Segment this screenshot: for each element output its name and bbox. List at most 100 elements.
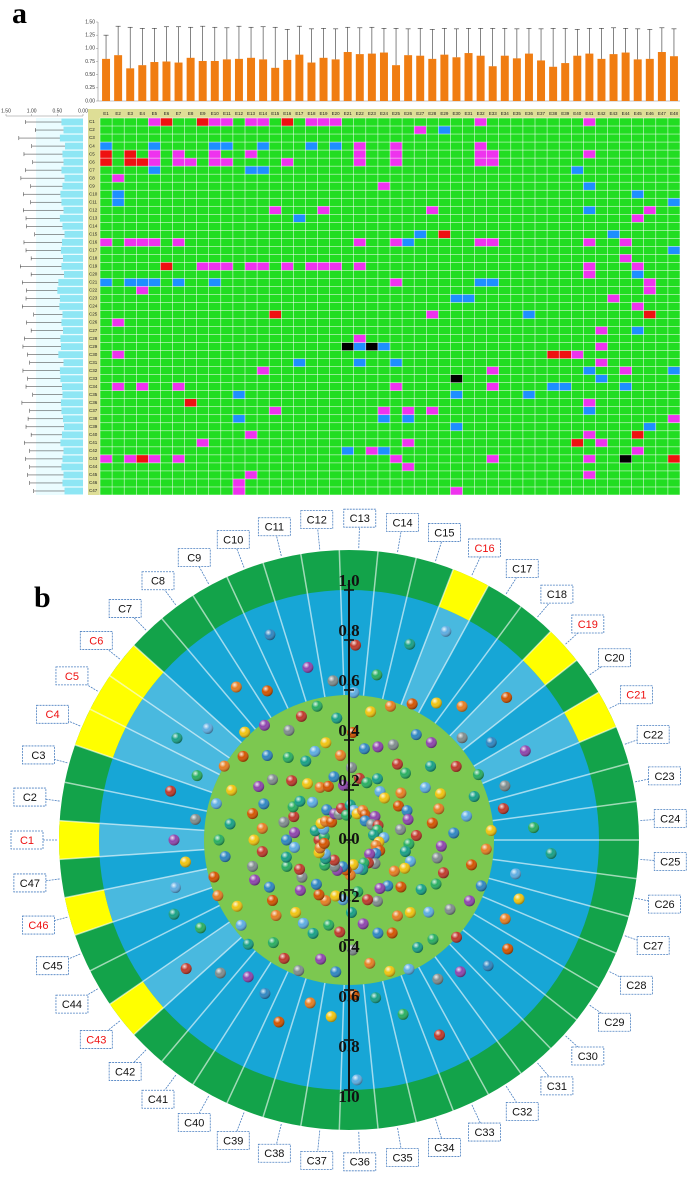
sector-divider (400, 975, 454, 1111)
bar (186, 57, 195, 101)
sector-label: C38 (264, 1148, 284, 1160)
sphere-shine (278, 816, 290, 828)
heatmap-cell (571, 166, 584, 175)
heatmap-cell (148, 238, 161, 247)
sphere-shine (242, 971, 254, 983)
sphere-shine (399, 845, 411, 857)
heatmap-cell (474, 150, 487, 159)
bar (404, 55, 413, 101)
row-label: C4 (89, 143, 95, 148)
bar (63, 126, 83, 134)
sphere-shine (294, 795, 306, 807)
heatmap-cell (269, 406, 282, 415)
bar (61, 118, 83, 126)
heatmap-cell (583, 366, 596, 375)
sphere-shine (171, 732, 183, 744)
sphere-shine (463, 895, 475, 907)
heatmap-cell (232, 486, 245, 495)
column-label: E16 (283, 111, 292, 116)
column-label: E24 (380, 111, 389, 116)
heatmap-cell (196, 438, 209, 447)
sphere-shine (399, 862, 411, 874)
row-label: C36 (89, 400, 98, 405)
heatmap-cell (136, 238, 149, 247)
bar (222, 59, 231, 101)
label-box (343, 508, 377, 528)
heatmap-cell (402, 414, 415, 423)
heatmap-cell (377, 414, 390, 423)
sphere-shine (451, 931, 463, 943)
row-label: C45 (89, 472, 98, 477)
heatmap-cell (619, 238, 632, 247)
sphere-shine (386, 927, 398, 939)
sphere-shine (214, 967, 226, 979)
column-label: E26 (404, 111, 413, 116)
heatmap-cell (172, 454, 185, 463)
sphere-shine (423, 906, 435, 918)
sphere-shine (430, 697, 442, 709)
bar (234, 58, 243, 101)
sphere-shine (288, 811, 300, 823)
sector-divider (462, 659, 578, 751)
heatmap-cell (595, 358, 608, 367)
sector-label: C33 (474, 1127, 494, 1139)
highlight-segment (109, 981, 164, 1035)
heatmap-cell (136, 454, 149, 463)
sphere-shine (180, 963, 192, 975)
bar (60, 399, 83, 407)
heatmap-cell (232, 478, 245, 487)
sector-label: C14 (392, 517, 412, 529)
sphere-shine (249, 874, 261, 886)
heatmap-cell (643, 422, 656, 431)
sphere-shine (309, 745, 321, 757)
bar (355, 54, 364, 101)
heatmap-cell (474, 142, 487, 151)
heatmap-cell (353, 158, 366, 167)
sector-label: C20 (604, 653, 624, 665)
sector-divider (89, 904, 220, 972)
sphere-shine (280, 851, 292, 863)
sphere-shine (499, 780, 511, 792)
heatmap-cell (353, 262, 366, 271)
row-label: C17 (89, 248, 98, 253)
column-label: E9 (200, 111, 206, 116)
sphere-shine (169, 882, 181, 894)
heatmap-cell (486, 454, 499, 463)
heatmap-cell (148, 150, 161, 159)
heatmap-cell (377, 446, 390, 455)
sphere-shine (384, 965, 396, 977)
heatmap-cell (317, 118, 330, 127)
sphere-shine (314, 781, 326, 793)
sector-label: C2 (23, 792, 37, 804)
sphere-shine (528, 822, 540, 834)
bar (452, 57, 461, 101)
bar (59, 367, 83, 375)
heatmap-cell (414, 230, 427, 239)
highlight-segment (522, 631, 577, 686)
sphere-shine (361, 777, 373, 789)
column-label: E1 (103, 111, 109, 116)
sphere-shine (456, 732, 468, 744)
sphere-shine (328, 771, 340, 783)
label-box (216, 530, 250, 549)
sphere-shine (348, 989, 360, 1001)
sector-label: C36 (350, 1157, 370, 1169)
sphere-shine (395, 787, 407, 799)
sector-divider (492, 800, 637, 822)
heatmap-cell (353, 334, 366, 343)
column-label: E45 (634, 111, 643, 116)
bar (162, 61, 171, 101)
sector-label: C40 (184, 1117, 204, 1129)
sphere-shine (256, 822, 268, 834)
heatmap-cell (220, 142, 233, 151)
bar (62, 150, 83, 158)
y-tick-label: 1.25 (85, 32, 95, 38)
bar (476, 55, 485, 101)
sphere-shine (388, 865, 400, 877)
column-label: E23 (368, 111, 377, 116)
sector-divider (381, 557, 417, 700)
sphere-shine (334, 749, 346, 761)
heatmap-cell (450, 390, 463, 399)
sphere-shine (372, 927, 384, 939)
sphere-shine (210, 798, 222, 810)
